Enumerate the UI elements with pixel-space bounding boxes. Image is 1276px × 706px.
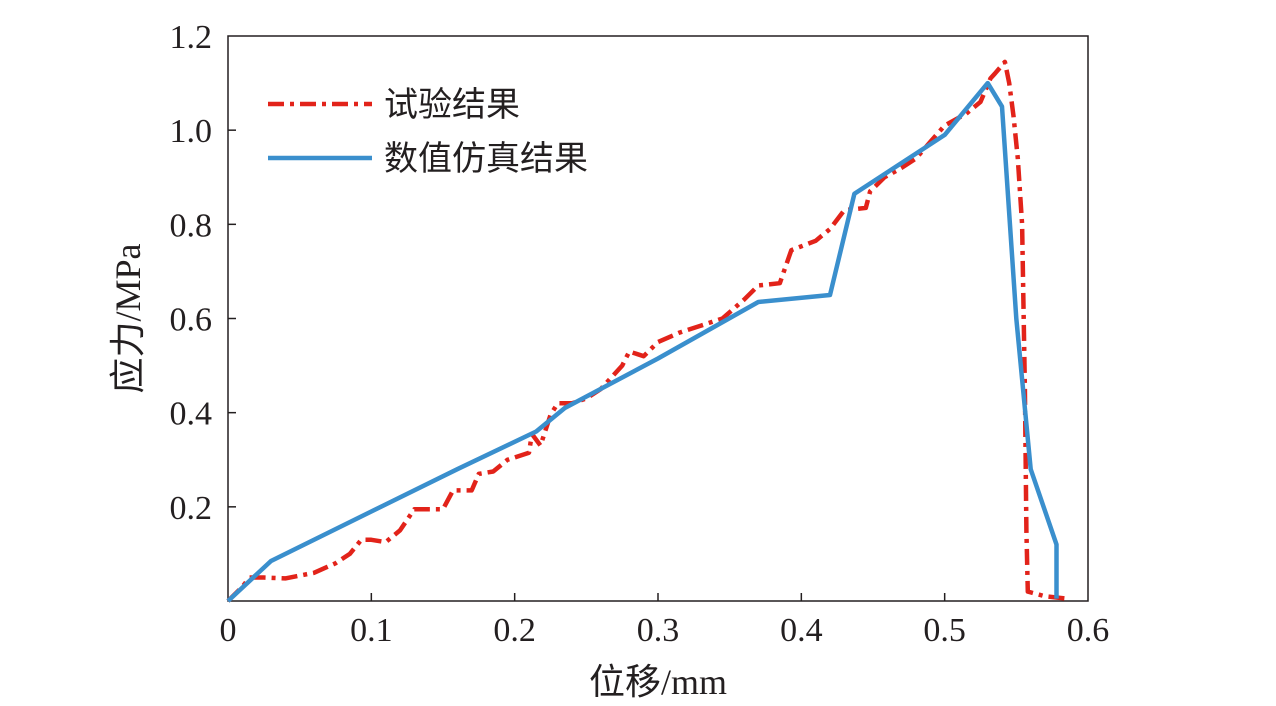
x-tick-label: 0.6 xyxy=(1067,612,1110,649)
legend-label-experiment: 试验结果 xyxy=(384,85,520,125)
x-tick-label: 0.5 xyxy=(923,612,966,649)
x-tick-label: 0.3 xyxy=(637,612,680,649)
x-axis-ticks: 0 0.1 0.2 0.3 0.4 0.5 0.6 xyxy=(220,593,1110,649)
y-tick-label: 1.2 xyxy=(170,19,213,56)
legend: 试验结果 数值仿真结果 xyxy=(268,85,588,179)
series-layer xyxy=(226,59,1067,603)
x-tick-label: 0 xyxy=(220,612,237,649)
y-tick-label: 0.8 xyxy=(170,207,213,244)
legend-label-simulation: 数值仿真结果 xyxy=(384,139,588,179)
x-tick-label: 0.4 xyxy=(780,612,823,649)
x-tick-label: 0.2 xyxy=(493,612,536,649)
y-axis-label: 应力/MPa xyxy=(108,243,148,393)
x-axis-label: 位移/mm xyxy=(589,662,727,702)
y-tick-label: 0.6 xyxy=(170,302,213,339)
x-tick-label: 0.1 xyxy=(350,612,393,649)
y-tick-label: 0.4 xyxy=(170,396,213,433)
series-line-experiment xyxy=(226,59,1067,603)
y-tick-label: 0.2 xyxy=(170,490,213,527)
y-tick-label: 1.0 xyxy=(170,113,213,150)
y-axis-ticks: 0.2 0.4 0.6 0.8 1.0 1.2 xyxy=(170,19,236,527)
series-line-simulation xyxy=(226,80,1059,603)
